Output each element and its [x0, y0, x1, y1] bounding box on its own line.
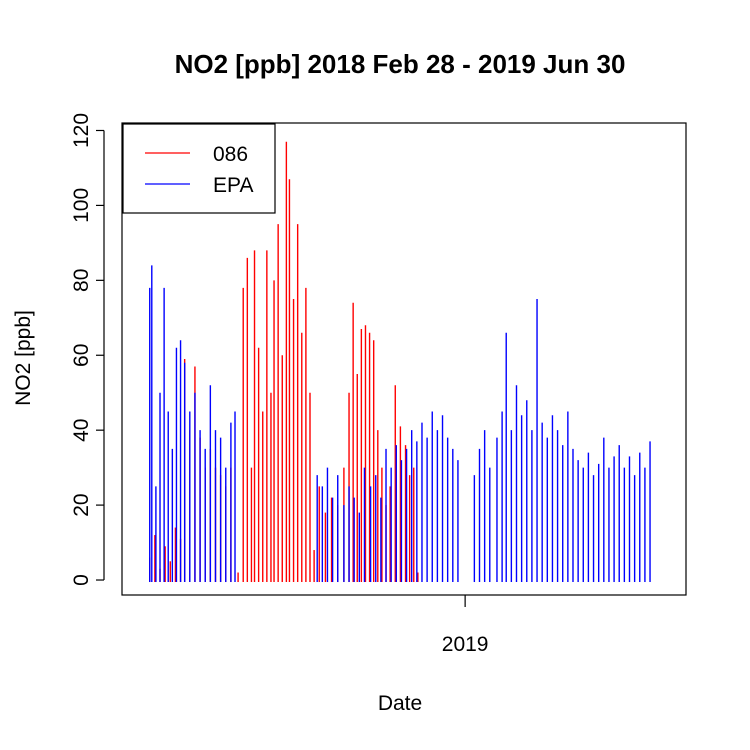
y-tick-label-20: 20	[70, 493, 93, 516]
y-axis-label: NO2 [ppb]	[12, 310, 35, 406]
y-tick-label-80: 80	[70, 269, 93, 292]
legend-label-086: 086	[213, 143, 248, 166]
legend: 086 EPA	[122, 123, 276, 214]
legend-box	[122, 123, 276, 214]
x-tick-label-2019: 2019	[442, 633, 489, 656]
y-axis: 0 20 40 60 80 100 120	[70, 113, 105, 586]
series-epa	[149, 265, 651, 583]
y-tick-label-60: 60	[70, 344, 93, 367]
x-axis: 2019	[442, 595, 489, 656]
y-tick-label-120: 120	[70, 113, 93, 148]
y-tick-label-100: 100	[70, 188, 93, 223]
x-axis-label: Date	[378, 692, 422, 715]
legend-label-epa: EPA	[213, 174, 253, 197]
y-tick-label-40: 40	[70, 419, 93, 442]
chart-title: NO2 [ppb] 2018 Feb 28 - 2019 Jun 30	[175, 49, 626, 79]
plot-frame	[121, 122, 687, 596]
plot-marks	[149, 141, 651, 583]
y-tick-label-0: 0	[70, 574, 93, 586]
